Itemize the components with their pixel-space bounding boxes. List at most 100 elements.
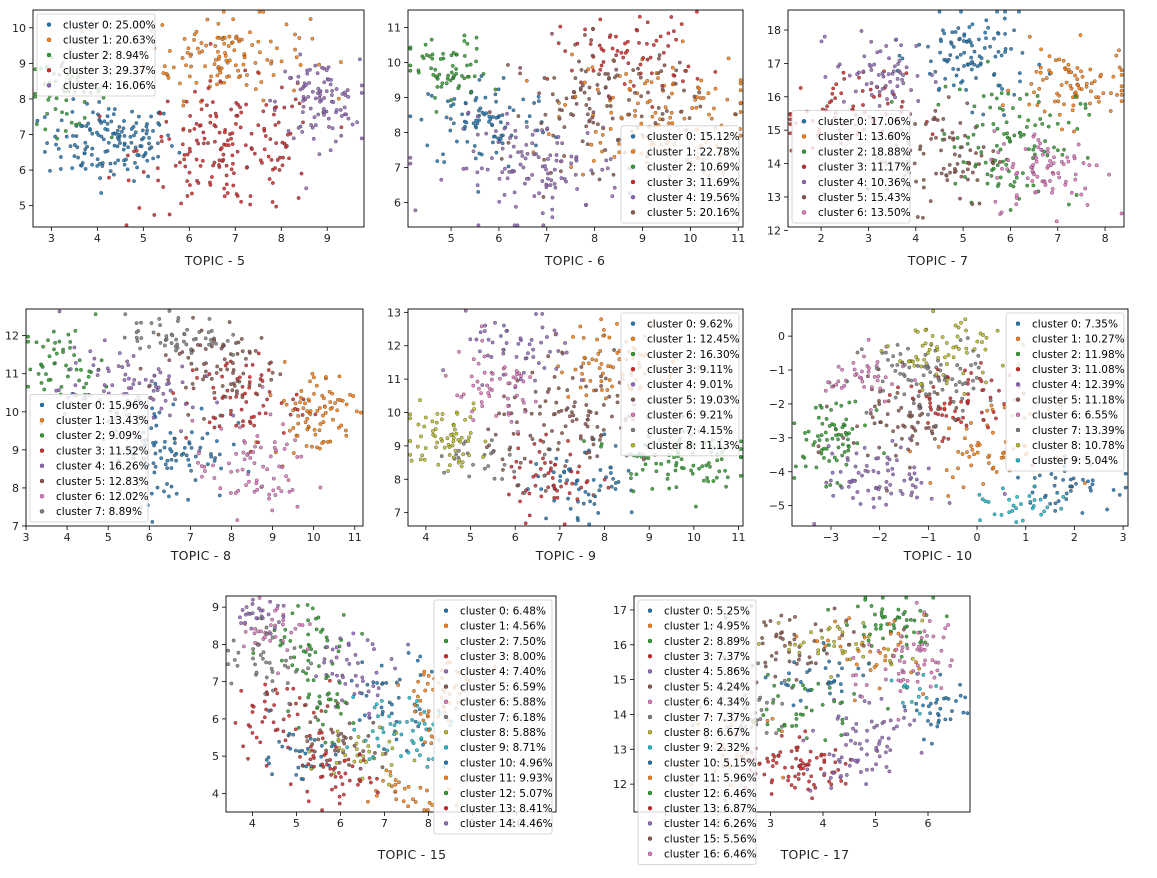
point-cluster-0 xyxy=(958,52,963,57)
point-cluster-1 xyxy=(985,408,990,413)
point-cluster-5 xyxy=(358,766,363,771)
point-cluster-2 xyxy=(433,96,437,100)
point-cluster-3 xyxy=(126,153,130,158)
point-cluster-2 xyxy=(1056,148,1060,153)
point-cluster-11 xyxy=(823,643,828,648)
point-cluster-2 xyxy=(36,372,41,376)
point-cluster-5 xyxy=(641,457,646,462)
point-cluster-11 xyxy=(412,689,416,693)
y-tick-label: −3 xyxy=(769,432,785,445)
point-cluster-2 xyxy=(816,415,821,420)
point-cluster-5 xyxy=(975,178,980,182)
point-cluster-5 xyxy=(587,450,592,455)
point-cluster-5 xyxy=(615,393,620,398)
point-cluster-4 xyxy=(912,471,917,476)
point-cluster-5 xyxy=(934,171,938,176)
point-cluster-8 xyxy=(451,439,456,444)
point-cluster-2 xyxy=(99,358,104,363)
point-cluster-11 xyxy=(896,631,901,636)
point-cluster-5 xyxy=(611,172,616,177)
point-cluster-3 xyxy=(931,385,936,389)
point-cluster-10 xyxy=(861,673,866,678)
point-cluster-0 xyxy=(151,129,155,133)
point-cluster-2 xyxy=(882,451,886,456)
point-cluster-3 xyxy=(588,42,593,46)
point-cluster-0 xyxy=(527,114,532,119)
point-cluster-3 xyxy=(991,410,996,414)
point-cluster-5 xyxy=(958,196,962,201)
point-cluster-2 xyxy=(674,461,679,465)
point-cluster-3 xyxy=(619,50,624,55)
point-cluster-3 xyxy=(299,171,304,176)
point-cluster-9 xyxy=(917,687,922,691)
point-cluster-5 xyxy=(591,26,595,31)
point-cluster-1 xyxy=(1088,101,1092,106)
point-cluster-1 xyxy=(308,379,312,384)
point-cluster-4 xyxy=(862,54,867,59)
point-cluster-4 xyxy=(604,158,609,163)
point-cluster-4 xyxy=(883,83,888,88)
point-cluster-2 xyxy=(1045,153,1050,158)
point-cluster-2 xyxy=(444,81,449,86)
point-cluster-3 xyxy=(219,146,224,150)
point-cluster-12 xyxy=(290,663,295,668)
point-cluster-3 xyxy=(234,113,239,118)
point-cluster-10 xyxy=(791,703,796,708)
legend-label: cluster 11: 9.93% xyxy=(460,773,553,785)
y-tick-label: 9 xyxy=(394,92,401,105)
point-cluster-0 xyxy=(471,121,476,126)
point-cluster-5 xyxy=(231,368,236,372)
point-cluster-2 xyxy=(1083,106,1088,110)
point-cluster-5 xyxy=(896,408,901,413)
point-cluster-0 xyxy=(897,53,902,58)
point-cluster-6 xyxy=(1032,132,1037,137)
point-cluster-7 xyxy=(512,469,516,474)
point-cluster-7 xyxy=(938,368,943,373)
point-cluster-0 xyxy=(363,713,367,718)
point-cluster-4 xyxy=(516,342,521,346)
point-cluster-6 xyxy=(212,476,217,480)
point-cluster-1 xyxy=(275,46,279,51)
point-cluster-4 xyxy=(137,381,142,386)
point-cluster-2 xyxy=(1025,125,1029,129)
point-cluster-3 xyxy=(601,48,606,53)
point-cluster-1 xyxy=(605,388,610,392)
point-cluster-0 xyxy=(979,56,984,61)
point-cluster-2 xyxy=(26,334,30,339)
point-cluster-11 xyxy=(416,694,420,699)
point-cluster-4 xyxy=(326,116,331,121)
point-cluster-6 xyxy=(273,608,277,613)
point-cluster-4 xyxy=(926,466,931,471)
point-cluster-3 xyxy=(238,125,243,130)
point-cluster-2 xyxy=(433,67,438,72)
point-cluster-6 xyxy=(1056,171,1061,175)
point-cluster-7 xyxy=(957,380,962,384)
point-cluster-3 xyxy=(234,122,238,126)
point-cluster-4 xyxy=(518,162,523,167)
point-cluster-0 xyxy=(494,99,498,104)
point-cluster-1 xyxy=(192,32,197,37)
point-cluster-6 xyxy=(995,176,999,180)
point-cluster-3 xyxy=(771,758,776,763)
point-cluster-6 xyxy=(247,479,251,484)
point-cluster-9 xyxy=(1007,510,1012,515)
point-cluster-12 xyxy=(804,705,809,710)
legend-label: cluster 0: 6.48% xyxy=(460,605,546,617)
point-cluster-1 xyxy=(600,149,604,154)
point-cluster-4 xyxy=(885,461,890,466)
point-cluster-8 xyxy=(886,647,890,652)
point-cluster-6 xyxy=(1036,138,1041,142)
point-cluster-3 xyxy=(190,191,194,196)
point-cluster-6 xyxy=(289,630,294,635)
point-cluster-6 xyxy=(502,365,507,370)
point-cluster-3 xyxy=(509,464,514,469)
point-cluster-11 xyxy=(883,658,887,663)
point-cluster-3 xyxy=(597,43,602,48)
point-cluster-5 xyxy=(687,116,692,120)
point-cluster-6 xyxy=(271,476,276,481)
point-cluster-5 xyxy=(918,144,923,149)
point-cluster-5 xyxy=(177,352,182,356)
point-cluster-8 xyxy=(361,754,366,759)
point-cluster-6 xyxy=(896,717,901,722)
point-cluster-3 xyxy=(583,27,587,32)
